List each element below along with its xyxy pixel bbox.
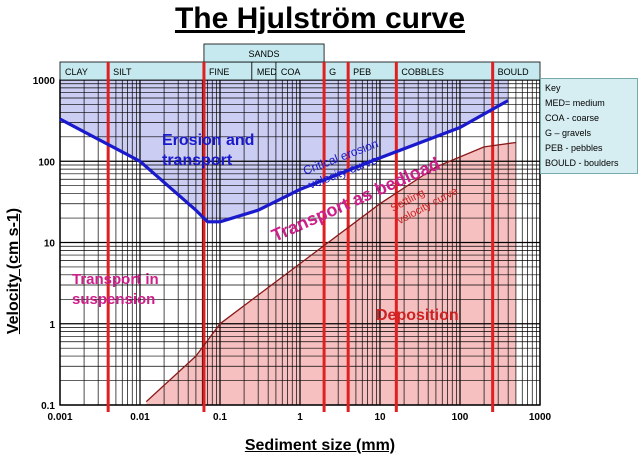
annotation-label: Erosion and transport: [162, 132, 254, 169]
size-class-label: BOULD: [498, 67, 530, 77]
x-tick-label: 0.001: [47, 412, 72, 423]
x-axis-label: Sediment size (mm): [244, 437, 396, 454]
chart-title: The Hjulström curve: [174, 2, 466, 35]
size-class-label: FINE: [209, 67, 230, 77]
size-class-label: PEB: [353, 67, 371, 77]
size-class-label: COBBLES: [401, 67, 444, 77]
size-class-label: SILT: [113, 67, 132, 77]
size-class-label: CLAY: [65, 67, 88, 77]
y-tick-label: 100: [38, 157, 55, 168]
size-class-label: MED: [257, 67, 278, 77]
key-item: G – gravels: [545, 128, 592, 138]
sands-label: SANDS: [249, 49, 280, 59]
key-item: PEB - pebbles: [545, 143, 603, 153]
size-class-label: G: [329, 67, 336, 77]
key-item: BOULD - boulders: [545, 158, 619, 168]
y-tick-label: 1: [49, 320, 55, 331]
sands-band: [203, 43, 325, 63]
y-axis-label: Velocity (cm s-1): [5, 207, 22, 335]
y-tick-label: 10: [44, 239, 56, 250]
size-class-band: [323, 61, 349, 81]
x-tick-label: 0.1: [213, 412, 227, 423]
annotation-label: Deposition: [376, 307, 459, 324]
settling-velocity-curve: [145, 141, 516, 403]
critical-erosion-curve: [59, 99, 509, 224]
y-tick-label: 0.1: [41, 401, 55, 412]
key-item: COA - coarse: [545, 113, 600, 123]
annotation-label: Transport in suspension: [72, 271, 159, 308]
size-class-label: COA: [281, 67, 301, 77]
x-tick-label: 1: [297, 412, 303, 423]
key-title: Key: [545, 83, 561, 93]
x-tick-label: 0.01: [130, 412, 150, 423]
x-tick-label: 1000: [529, 412, 552, 423]
chart-key: Key MED= medium COA - coarse G – gravels…: [540, 78, 638, 174]
y-tick-label: 1000: [33, 76, 56, 87]
deposition-region: [146, 142, 516, 405]
key-item: MED= medium: [545, 98, 605, 108]
x-tick-label: 100: [452, 412, 469, 423]
x-tick-label: 10: [374, 412, 386, 423]
